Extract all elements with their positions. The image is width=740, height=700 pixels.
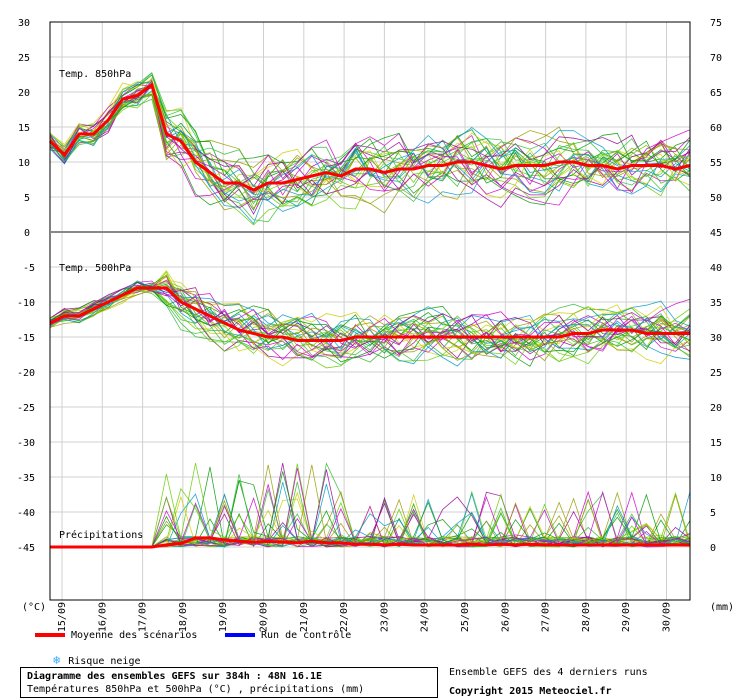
x-tick-label: 29/09 [621,602,632,632]
y2-tick-label: 70 [710,53,722,64]
snowflake-icon: ❄ [53,653,61,667]
x-tick-label: 15/09 [57,602,68,632]
ensemble-member-precip [50,474,691,548]
mean-swatch [35,633,65,637]
y2-tick-label: 15 [710,438,722,449]
credit-copyright: Copyright 2015 Meteociel.fr [449,686,612,697]
ensemble-member-850 [49,72,691,223]
y-tick-label: -40 [17,508,35,519]
ensemble-member-850 [49,84,691,212]
ensemble-member-500 [49,273,691,354]
left-axis-unit: (°C) [22,602,46,613]
y2-tick-label: 30 [710,333,722,344]
ensemble-member-850 [49,93,691,209]
x-tick-label: 17/09 [138,602,149,632]
x-tick-label: 16/09 [97,602,108,632]
ensemble-member-500 [49,281,691,367]
y2-tick-label: 5 [710,508,716,519]
y-tick-label: 0 [24,228,30,239]
y2-tick-label: 25 [710,368,722,379]
legend-mean: Moyenne des scénarios [35,630,197,641]
y2-tick-label: 10 [710,473,722,484]
x-tick-label: 23/09 [379,602,390,632]
y-tick-label: -5 [23,263,35,274]
legend-snow: ❄ Risque neige [53,653,140,667]
x-tick-label: 27/09 [541,602,552,632]
ensemble-member-precip [50,467,691,548]
ensemble-member-850 [49,93,691,206]
x-tick-label: 30/09 [662,602,673,632]
y-tick-label: 10 [18,158,30,169]
mean-line-850 [48,82,691,192]
chart-subtitle: Températures 850hPa et 500hPa (°C) , pré… [27,684,365,695]
credit-ensemble: Ensemble GEFS des 4 derniers runs [449,667,648,678]
ensemble-member-precip [50,469,691,548]
ensemble-member-precip [50,516,691,548]
ensemble-member-850 [49,79,691,196]
y-tick-label: -25 [17,403,35,414]
y-tick-label: -30 [17,438,35,449]
y-tick-label: 30 [18,18,30,29]
y2-tick-label: 0 [710,543,716,554]
x-tick-label: 21/09 [299,602,310,632]
panel-title-850: Temp. 850hPa [59,69,131,80]
right-axis-unit: (mm) [710,602,734,613]
y-tick-label: 20 [18,88,30,99]
ensemble-member-500 [49,284,691,358]
x-tick-label: 19/09 [218,602,229,632]
y2-tick-label: 75 [710,18,722,29]
y2-tick-label: 55 [710,158,722,169]
y2-tick-label: 60 [710,123,722,134]
x-tick-label: 26/09 [500,602,511,632]
grid [50,22,690,600]
ensemble-member-500 [49,280,691,361]
y2-tick-label: 20 [710,403,722,414]
ensemble-member-500 [49,282,691,363]
y2-tick-label: 65 [710,88,722,99]
mean-line-500 [49,286,690,342]
axes: 15/09 16/09 17/09 18/09 19/09 20/09 21/09 22/09… [17,18,734,632]
y2-tick-label: 40 [710,263,722,274]
x-tick-label: 24/09 [420,602,431,632]
y2-tick-label: 45 [710,228,722,239]
legend-control-label: Run de contrôle [261,630,352,641]
plot-frame [49,21,691,601]
ensemble-member-850 [49,94,691,214]
legend-snow-label: Risque neige [68,656,141,667]
x-tick-label: 28/09 [581,602,592,632]
mean-line-precip [50,536,690,549]
ensemble-member-850 [49,80,691,195]
chart-title: Diagramme des ensembles GEFS sur 384h : … [27,671,323,682]
legend-control: Run de contrôle [225,630,351,641]
y-tick-label: 15 [18,123,30,134]
ensemble-member-500 [49,274,691,354]
y-tick-label: -10 [17,298,35,309]
x-tick-label: 22/09 [339,602,350,632]
ensemble-member-500 [49,275,691,361]
y-tick-label: 5 [24,193,30,204]
y-tick-label: 25 [18,53,30,64]
y-tick-label: -20 [17,368,35,379]
legend-mean-label: Moyenne des scénarios [71,630,198,641]
x-tick-label: 20/09 [259,602,270,632]
ensemble-member-850 [49,72,691,203]
x-tick-label: 18/09 [178,602,189,632]
y2-tick-label: 35 [710,298,722,309]
ensemble-member-500 [49,285,691,362]
panel-title-precip: Précipitations [59,529,143,541]
y2-tick-label: 50 [710,193,722,204]
ensemble-member-precip [50,471,691,548]
y-tick-label: -45 [17,543,35,554]
series-layer [48,72,691,549]
panel-title-500: Temp. 500hPa [59,263,131,274]
title-box: Diagramme des ensembles GEFS sur 384h : … [20,667,438,698]
y-tick-label: -15 [17,333,35,344]
ensemble-member-850 [49,81,691,195]
control-swatch [225,633,255,637]
x-tick-label: 25/09 [460,602,471,632]
y-tick-label: -35 [17,473,35,484]
ensemble-member-850 [49,79,691,203]
ensemble-chart: 15/09 16/09 17/09 18/09 19/09 20/09 21/09 22/09… [17,18,734,632]
